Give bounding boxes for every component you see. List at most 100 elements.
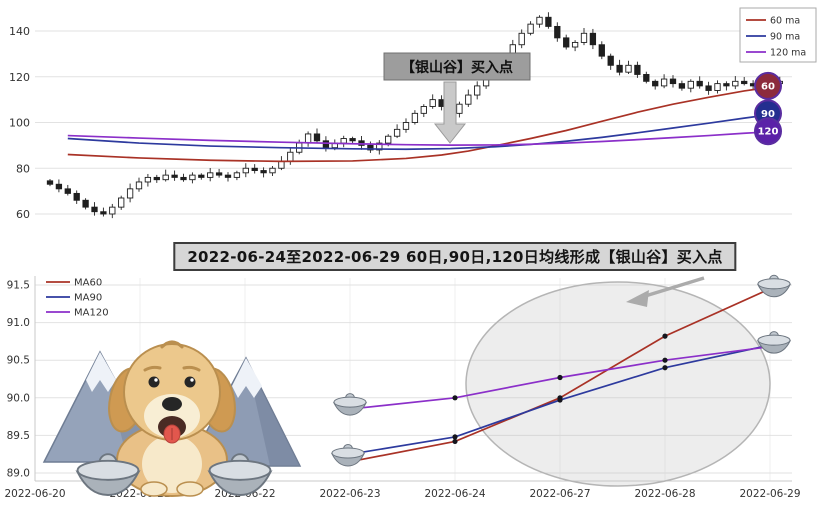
candle-body xyxy=(251,167,258,171)
ma120-line xyxy=(67,130,780,146)
candle-body xyxy=(696,80,703,87)
candle-body xyxy=(652,80,659,87)
candle-body xyxy=(465,94,472,105)
badge-label: 90 xyxy=(761,109,775,120)
x-tick-label: 2022-06-28 xyxy=(634,488,695,500)
candle-body xyxy=(393,128,401,137)
x-tick-label: 2022-06-27 xyxy=(529,488,590,500)
silver-ingot-icon xyxy=(332,393,368,416)
candle-body xyxy=(438,99,445,107)
legend-label: 120 ma xyxy=(770,48,806,59)
y-tick-label: 89.0 xyxy=(7,468,30,480)
y-tick-label: 80 xyxy=(16,162,30,175)
candle-body xyxy=(46,180,54,185)
candlesticks xyxy=(46,12,783,219)
candle-body xyxy=(304,133,312,144)
candle-body xyxy=(189,174,196,181)
data-point xyxy=(662,357,668,363)
ma90-line xyxy=(67,112,780,151)
candle-body xyxy=(411,112,419,123)
badge-label: 120 xyxy=(758,127,779,138)
pointer-arrow-head xyxy=(626,290,649,307)
data-point xyxy=(662,365,668,371)
candle-body xyxy=(144,176,152,183)
candle-body xyxy=(109,206,116,215)
y-tick-label: 120 xyxy=(9,71,30,84)
dog-icon xyxy=(108,340,236,497)
candle-body xyxy=(198,174,205,178)
candle-body xyxy=(287,151,294,162)
candle-body xyxy=(82,199,89,208)
ma-end-badge: 60 xyxy=(754,71,782,100)
candle-body xyxy=(705,85,712,91)
candle-body xyxy=(634,64,641,75)
y-tick-label: 90.0 xyxy=(7,392,30,404)
candle-body xyxy=(456,103,463,114)
candle-body xyxy=(723,83,730,87)
legend-label: MA60 xyxy=(74,278,102,289)
y-tick-label: 60 xyxy=(16,208,30,221)
candle-body xyxy=(580,32,588,43)
silver-ingot-icon xyxy=(756,331,792,354)
data-point xyxy=(452,395,458,401)
candle-body xyxy=(260,170,267,174)
candle-body xyxy=(135,181,143,190)
silver-ingot-icon xyxy=(330,443,366,467)
candle-body xyxy=(589,32,597,46)
candle-body xyxy=(278,160,285,169)
candle-body xyxy=(376,142,383,151)
legend-label: MA120 xyxy=(74,308,109,319)
y-tick-label: 100 xyxy=(9,117,30,130)
candle-body xyxy=(660,78,668,87)
ma-end-badge: 120 xyxy=(754,117,782,146)
candle-body xyxy=(171,174,178,178)
annotation-text: 【银山谷】买入点 xyxy=(401,59,513,76)
candle-body xyxy=(313,133,321,142)
y-tick-label: 91.0 xyxy=(7,317,30,329)
candle-body xyxy=(180,176,187,181)
legend-label: 60 ma xyxy=(770,16,800,27)
candle-body xyxy=(678,83,686,89)
data-point xyxy=(452,438,458,445)
candle-body xyxy=(367,144,374,151)
candle-body xyxy=(126,188,134,199)
legend-box xyxy=(739,7,817,63)
candle-body xyxy=(625,64,632,73)
candle-body xyxy=(233,172,241,178)
data-point xyxy=(662,333,668,339)
candle-body xyxy=(162,174,169,181)
candle-body xyxy=(554,25,561,39)
candle-body xyxy=(224,174,232,178)
candle-body xyxy=(741,80,748,85)
candle-body xyxy=(420,106,427,114)
x-tick-label: 2022-06-24 xyxy=(424,488,485,500)
candle-body xyxy=(598,44,605,57)
pointer-arrow-icon xyxy=(641,276,705,299)
candle-body xyxy=(545,16,552,27)
legend-label: MA90 xyxy=(74,293,102,304)
candle-body xyxy=(118,197,125,208)
legend: 60 ma 90 ma 120 ma xyxy=(739,7,817,63)
down-arrow-icon xyxy=(433,81,467,144)
candle-body xyxy=(402,122,410,130)
data-point xyxy=(452,434,458,440)
annotation-box xyxy=(383,52,531,81)
y-tick-label: 91.5 xyxy=(7,280,30,292)
ma60-line xyxy=(67,85,780,163)
candle-body xyxy=(616,64,623,73)
data-point xyxy=(557,374,563,381)
candle-body xyxy=(322,140,330,149)
buy-point-annotation: 【银山谷】买入点 xyxy=(383,52,531,144)
candle-body xyxy=(527,23,534,34)
chart-title-banner: 2022-06-24至2022-06-29 60日,90日,120日均线形成【银… xyxy=(173,242,737,271)
candle-body xyxy=(429,99,436,107)
data-point xyxy=(557,397,563,403)
x-tick-label: 2022-06-20 xyxy=(4,488,65,500)
candle-body xyxy=(518,32,525,46)
x-tick-label: 2022-06-23 xyxy=(319,488,380,500)
candle-body xyxy=(385,135,392,144)
dog-mascot-illustration xyxy=(42,340,302,497)
y-tick-label: 89.5 xyxy=(7,430,30,442)
candle-body xyxy=(215,172,223,176)
